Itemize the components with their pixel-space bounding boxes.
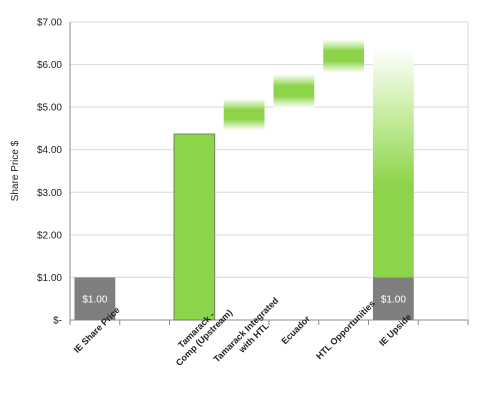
gridlines <box>70 21 468 321</box>
bar <box>372 277 414 320</box>
x-tick-label: Ecuador <box>279 313 312 346</box>
y-tick-label: $- <box>53 316 62 327</box>
bar <box>223 98 265 131</box>
y-tick-label: $4.00 <box>37 145 62 156</box>
y-axis-label: Share Price $ <box>10 140 21 201</box>
y-tick-label: $6.00 <box>37 60 62 71</box>
y-tick-label: $1.00 <box>37 273 62 284</box>
x-tick-label: Tamarack Integratedwith HTL <box>212 295 289 372</box>
bar <box>173 133 216 321</box>
bar <box>74 277 116 320</box>
y-tick-label: $7.00 <box>37 18 62 29</box>
y-tick-label: $5.00 <box>37 103 62 114</box>
bars <box>74 39 414 321</box>
data-label: $1.00 <box>381 295 406 306</box>
y-tick-label: $2.00 <box>37 230 62 241</box>
bar <box>323 39 365 74</box>
bar <box>372 47 414 278</box>
x-tick-label: HTL Opportunities <box>314 298 377 361</box>
data-label: $1.00 <box>82 295 107 306</box>
bar <box>273 73 315 108</box>
axes <box>69 22 469 325</box>
y-tick-label: $3.00 <box>37 188 62 199</box>
